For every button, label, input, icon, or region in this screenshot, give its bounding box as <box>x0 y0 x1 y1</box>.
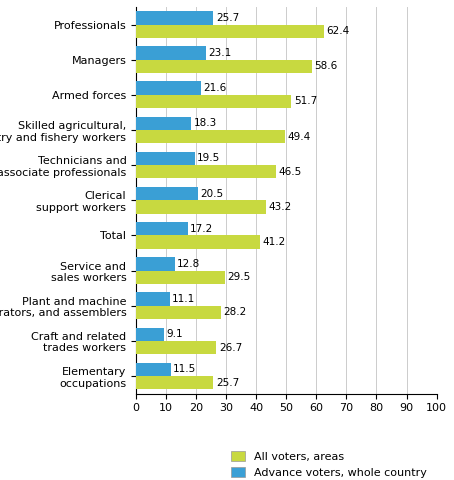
Bar <box>136 11 213 24</box>
Bar <box>136 46 206 60</box>
Bar <box>136 60 312 73</box>
Bar <box>136 257 175 271</box>
Text: 28.2: 28.2 <box>223 307 247 317</box>
Text: 11.5: 11.5 <box>173 364 197 374</box>
Text: 12.8: 12.8 <box>177 259 200 269</box>
Text: 19.5: 19.5 <box>197 154 221 164</box>
Text: 17.2: 17.2 <box>190 224 213 234</box>
Text: 18.3: 18.3 <box>193 118 217 128</box>
Bar <box>136 200 266 214</box>
Bar <box>136 165 276 179</box>
Text: 11.1: 11.1 <box>172 294 195 304</box>
Bar <box>136 376 213 389</box>
Legend: All voters, areas, Advance voters, whole country: All voters, areas, Advance voters, whole… <box>226 445 432 480</box>
Text: 58.6: 58.6 <box>315 61 338 72</box>
Bar <box>136 306 221 319</box>
Text: 49.4: 49.4 <box>287 132 310 142</box>
Bar <box>136 117 191 130</box>
Text: 25.7: 25.7 <box>216 378 239 388</box>
Bar <box>136 271 225 284</box>
Text: 21.6: 21.6 <box>203 83 227 93</box>
Text: 41.2: 41.2 <box>262 237 286 247</box>
Bar <box>136 82 201 95</box>
Text: 9.1: 9.1 <box>166 329 183 339</box>
Text: 29.5: 29.5 <box>227 272 251 282</box>
Text: 51.7: 51.7 <box>294 96 317 107</box>
Text: 23.1: 23.1 <box>208 48 231 58</box>
Bar <box>136 327 163 341</box>
Bar <box>136 341 217 354</box>
Bar <box>136 130 285 144</box>
Text: 46.5: 46.5 <box>278 167 301 177</box>
Bar <box>136 222 188 235</box>
Text: 25.7: 25.7 <box>216 13 239 23</box>
Bar <box>136 235 260 249</box>
Bar <box>136 24 324 38</box>
Text: 62.4: 62.4 <box>326 26 349 36</box>
Text: 43.2: 43.2 <box>268 202 291 212</box>
Bar <box>136 187 198 200</box>
Text: 20.5: 20.5 <box>200 189 223 199</box>
Bar <box>136 152 195 165</box>
Text: 26.7: 26.7 <box>219 343 242 352</box>
Bar <box>136 363 171 376</box>
Bar <box>136 95 291 108</box>
Bar <box>136 292 169 306</box>
